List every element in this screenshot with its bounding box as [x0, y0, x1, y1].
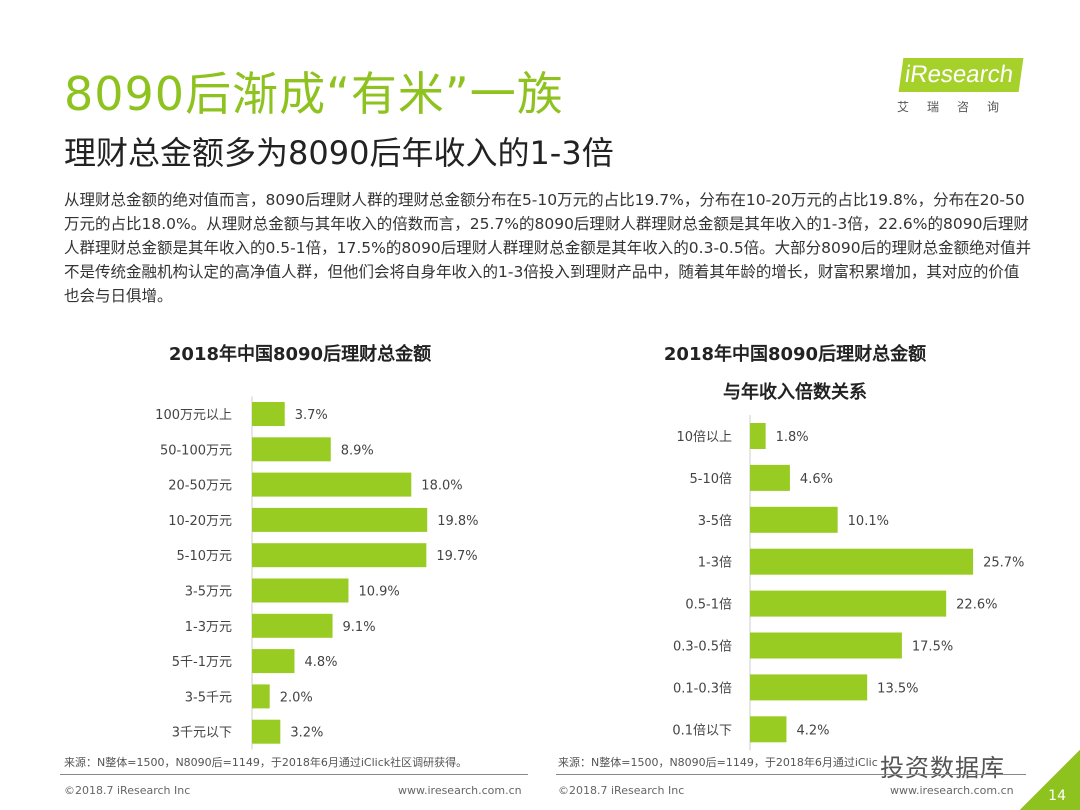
bar	[252, 613, 333, 638]
category-label: 10-20万元	[168, 514, 232, 529]
data-label: 18.0%	[421, 479, 462, 494]
copyright-left: ©2018.7 iResearch Inc	[64, 784, 191, 797]
bar	[252, 472, 412, 497]
bar	[750, 506, 838, 533]
category-label: 5千-1万元	[172, 655, 232, 670]
bar	[750, 716, 787, 743]
category-label: 5-10万元	[176, 549, 232, 564]
bar	[750, 548, 974, 575]
data-label: 10.1%	[848, 514, 889, 529]
category-label: 0.1倍以下	[672, 723, 732, 738]
bar	[252, 719, 281, 744]
data-label: 19.7%	[436, 549, 477, 564]
category-label: 1-3倍	[698, 556, 732, 571]
data-label: 25.7%	[983, 556, 1024, 571]
data-label: 22.6%	[956, 598, 997, 613]
category-label: 20-50万元	[168, 479, 232, 494]
slide-title: 8090后渐成“有米”一族	[64, 67, 564, 121]
bar	[252, 649, 295, 674]
data-label: 10.9%	[358, 585, 399, 600]
page-number-badge: 14	[1020, 750, 1080, 810]
source-note-left: 来源：N整体=1500，N8090后=1149，于2018年6月通过iClick…	[64, 756, 468, 769]
data-label: 17.5%	[912, 640, 953, 655]
category-label: 5-10倍	[689, 472, 732, 487]
data-label: 4.6%	[800, 472, 833, 487]
data-label: 3.7%	[295, 408, 328, 423]
category-label: 3-5千元	[185, 690, 232, 705]
iresearch-logo: iResearch 艾瑞咨询	[893, 58, 1028, 115]
category-label: 50-100万元	[160, 443, 232, 458]
bar	[252, 543, 427, 568]
bar	[252, 437, 331, 462]
category-label: 3-5万元	[185, 585, 232, 600]
data-label: 1.8%	[776, 430, 809, 445]
bar	[750, 423, 766, 449]
data-label: 9.1%	[343, 620, 376, 635]
bar	[252, 578, 349, 603]
category-label: 0.5-1倍	[685, 598, 732, 613]
bar	[750, 632, 902, 659]
data-label: 19.8%	[437, 514, 478, 529]
watermark: 投资数据库	[880, 754, 1005, 782]
url-left: www.iresearch.com.cn	[398, 784, 522, 797]
data-label: 3.2%	[290, 726, 323, 741]
data-label: 4.2%	[796, 723, 829, 738]
chart-title-right: 2018年中国8090后理财总金额 与年收入倍数关系	[663, 344, 927, 403]
category-label: 100万元以上	[155, 408, 232, 423]
bar	[750, 464, 790, 491]
category-label: 10倍以上	[676, 430, 732, 445]
data-label: 8.9%	[341, 443, 374, 458]
data-label: 4.8%	[304, 655, 337, 670]
url-right: www.iresearch.com.cn	[890, 784, 1014, 797]
chart-title-left: 2018年中国8090后理财总金额	[168, 344, 432, 365]
bar	[750, 674, 868, 701]
data-label: 13.5%	[877, 681, 918, 696]
category-label: 1-3万元	[185, 620, 232, 635]
copyright-right: ©2018.7 iResearch Inc	[558, 784, 685, 797]
category-label: 3-5倍	[698, 514, 732, 529]
category-label: 0.3-0.5倍	[673, 640, 732, 655]
footer-divider-left	[60, 774, 528, 775]
bar	[750, 590, 947, 617]
data-label: 2.0%	[280, 690, 313, 705]
bar	[252, 507, 428, 532]
category-label: 3千元以下	[172, 726, 232, 741]
slide-subtitle: 理财总金额多为8090后年收入的1-3倍	[64, 134, 614, 172]
source-note-right: 来源：N整体=1500，N8090后=1149，于2018年6月通过iClick…	[558, 756, 878, 769]
footer-divider-right	[556, 774, 1026, 775]
logo-subtitle: 艾瑞咨询	[897, 100, 1018, 114]
body-paragraph: 从理财总金额的绝对值而言，8090后理财人群的理财总金额分布在5-10万元的占比…	[64, 191, 1032, 305]
bar	[252, 402, 285, 426]
bar	[252, 684, 270, 709]
category-label: 0.1-0.3倍	[673, 681, 732, 696]
page-number: 14	[1048, 788, 1066, 804]
